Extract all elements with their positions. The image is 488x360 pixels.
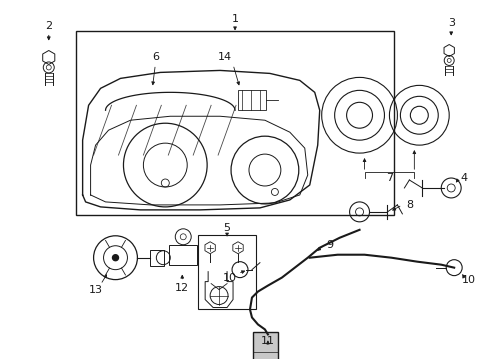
Text: 14: 14 [218,53,232,63]
Text: 7: 7 [385,173,392,183]
Text: 12: 12 [175,283,189,293]
Bar [238,90,265,110]
Text: 4: 4 [460,173,467,183]
Bar [169,245,197,265]
Text: 3: 3 [447,18,454,28]
Text: 2: 2 [45,21,52,31]
Text: 5: 5 [223,223,230,233]
Text: 8: 8 [405,200,412,210]
Text: 6: 6 [152,53,159,63]
Text: 1: 1 [231,14,238,24]
Circle shape [112,255,118,261]
Text: 10: 10 [223,273,237,283]
Bar [198,235,255,310]
Text: 9: 9 [325,240,332,250]
Bar [252,332,277,360]
Bar [76,31,394,215]
Text: 11: 11 [261,336,274,346]
Bar [150,250,164,266]
Text: 13: 13 [88,284,102,294]
Text: 10: 10 [461,275,475,285]
